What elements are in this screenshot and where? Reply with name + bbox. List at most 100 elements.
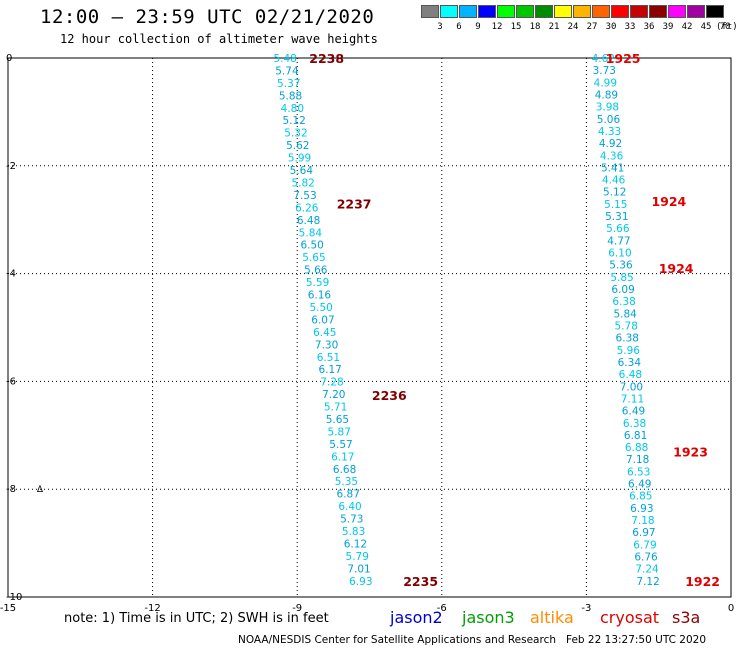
swh-value: 5.15 — [604, 199, 627, 211]
footer-note: note: 1) Time is in UTC; 2) SWH is in fe… — [64, 611, 329, 626]
swh-value: 5.79 — [346, 551, 369, 563]
swh-value: 5.57 — [329, 439, 352, 451]
swh-value: 6.50 — [300, 240, 323, 252]
swh-value: 5.66 — [606, 223, 630, 235]
swh-value: 4.92 — [599, 138, 622, 150]
swh-value: 5.31 — [605, 211, 628, 223]
swh-value: 5.37 — [277, 78, 300, 90]
legend-swatch — [687, 5, 705, 18]
swh-value: 6.76 — [634, 552, 658, 564]
legend-label: 39 — [662, 22, 674, 32]
legend-swatch — [535, 5, 553, 18]
swh-value: 5.48 — [273, 53, 296, 65]
swh-value: 6.48 — [619, 369, 642, 381]
swh-value: 6.51 — [317, 352, 340, 364]
swh-value: 6.93 — [349, 576, 372, 588]
legend-swatch — [706, 5, 724, 18]
swh-value: 6.93 — [630, 503, 653, 515]
legend-label: 24 — [567, 22, 579, 32]
swh-value: 4.89 — [595, 89, 618, 101]
swh-value: 6.49 — [628, 479, 651, 491]
swh-value: 5.36 — [609, 260, 633, 272]
swh-value: 5.88 — [279, 90, 302, 102]
pass-time-label: 1924 — [651, 194, 686, 209]
swh-value: 5.64 — [290, 165, 314, 177]
legend-label: 15 — [510, 22, 522, 32]
swh-value: 6.16 — [308, 290, 332, 302]
legend-label: 42 — [681, 22, 693, 32]
swh-value: 5.32 — [284, 128, 307, 140]
legend-swatch — [592, 5, 610, 18]
legend-label: 6 — [456, 22, 462, 32]
swh-value: 7.28 — [320, 377, 343, 389]
swh-value: 3.98 — [596, 102, 619, 114]
swh-value: 7.01 — [347, 563, 370, 575]
pass-time-label: 1924 — [659, 261, 694, 276]
pass-time-label: 2236 — [372, 388, 407, 403]
map-subtitle: 12 hour collection of altimeter wave hei… — [60, 32, 378, 46]
x-tick-label: -6 — [437, 603, 447, 614]
swh-value: 6.79 — [633, 539, 656, 551]
swh-value: 6.09 — [611, 284, 634, 296]
legend-swatch — [573, 5, 591, 18]
legend-label: 70 — [719, 22, 731, 32]
map-frame — [7, 57, 732, 598]
swh-value: 6.07 — [311, 314, 334, 326]
legend-unit: (ft) — [716, 22, 738, 32]
satellite-name-s3a: s3a — [672, 608, 701, 627]
swh-value: 6.49 — [622, 406, 645, 418]
swh-value: 6.87 — [337, 489, 360, 501]
legend-label: 3 — [437, 22, 443, 32]
swh-value: 5.06 — [597, 114, 621, 126]
pass-time-label: 2238 — [309, 51, 344, 66]
swh-value: 6.38 — [616, 333, 639, 345]
legend-label: 12 — [491, 22, 503, 32]
swh-value: 5.41 — [601, 162, 624, 174]
swh-value: 7.53 — [293, 190, 316, 202]
swh-value: 5.84 — [299, 227, 323, 239]
y-tick-label: -2 — [6, 161, 16, 172]
swh-value: 5.12 — [282, 115, 305, 127]
swh-value: 6.38 — [623, 418, 646, 430]
swh-value: 5.78 — [615, 320, 638, 332]
map-title: 12:00 – 23:59 UTC 02/21/2020 — [40, 6, 375, 28]
swh-value: 4.36 — [600, 150, 624, 162]
swh-value: 6.88 — [625, 442, 648, 454]
swh-value: 4.99 — [594, 77, 617, 89]
swh-value: 5.59 — [306, 277, 329, 289]
y-tick-label: -4 — [6, 269, 16, 280]
swh-value: 5.99 — [288, 153, 311, 165]
legend-swatch — [611, 5, 629, 18]
legend-label: 21 — [548, 22, 560, 32]
swh-value: 5.84 — [613, 308, 637, 320]
swh-value: 6.40 — [338, 501, 361, 513]
y-tick-label: -8 — [6, 484, 16, 495]
legend-swatch — [440, 5, 458, 18]
island-marker: Δ — [37, 485, 44, 495]
swh-value: 5.87 — [328, 426, 351, 438]
swh-value: 7.18 — [631, 515, 654, 527]
swh-value: 3.73 — [593, 65, 616, 77]
swh-value: 5.65 — [326, 414, 349, 426]
legend-swatch — [516, 5, 534, 18]
pass-time-label: 2235 — [403, 574, 438, 589]
swh-value: 7.11 — [621, 393, 644, 405]
legend-swatch — [459, 5, 477, 18]
swh-value: 6.68 — [333, 464, 356, 476]
swh-value: 6.26 — [295, 202, 319, 214]
swh-value: 5.96 — [617, 345, 641, 357]
swh-value: 7.24 — [635, 564, 659, 576]
swh-value: 5.65 — [302, 252, 325, 264]
x-tick-label: 0 — [728, 603, 734, 614]
swh-value: 6.45 — [313, 327, 336, 339]
legend-label: 36 — [643, 22, 655, 32]
swh-value: 5.82 — [291, 177, 314, 189]
swh-value: 6.17 — [318, 364, 341, 376]
swh-value: 6.85 — [629, 491, 652, 503]
swh-value: 7.12 — [636, 576, 659, 588]
legend-swatch — [478, 5, 496, 18]
swh-value: 5.83 — [342, 526, 365, 538]
swh-value: 6.97 — [632, 527, 655, 539]
swh-value: 5.12 — [603, 187, 626, 199]
swh-value: 5.35 — [335, 476, 358, 488]
